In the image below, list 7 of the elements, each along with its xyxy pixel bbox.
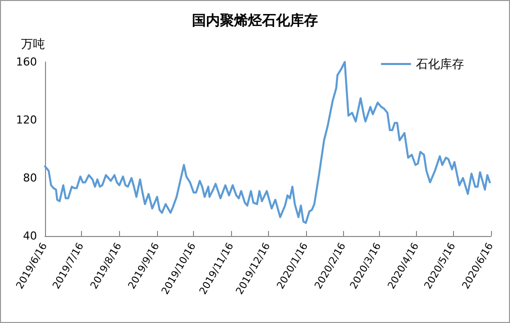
legend-label: 石化库存: [416, 57, 464, 71]
y-axis-title: 万吨: [21, 37, 45, 51]
y-tick-label: 80: [23, 172, 37, 184]
y-tick-label: 120: [16, 114, 37, 126]
y-tick-label: 40: [23, 230, 37, 242]
chart-title: 国内聚烯烃石化库存: [192, 12, 318, 29]
y-tick-label: 160: [16, 56, 37, 68]
